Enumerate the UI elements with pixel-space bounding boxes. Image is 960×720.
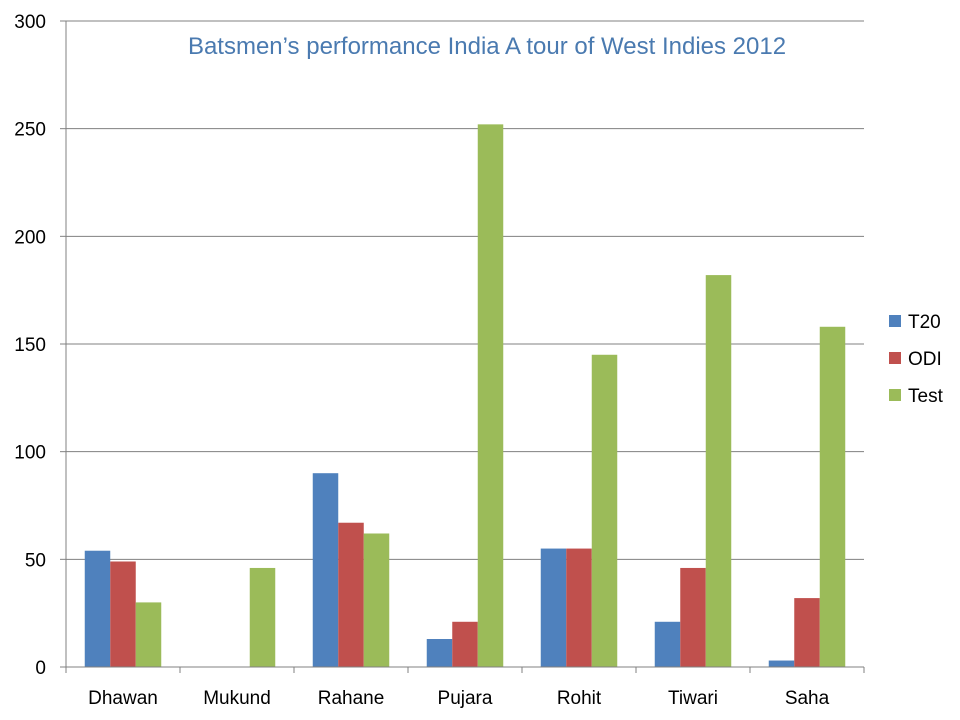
bar-odi-saha [794,598,820,667]
bar-t20-tiwari [654,621,681,667]
bar-odi-rohit [566,548,592,667]
bar-odi-rahane [338,522,364,667]
category-label: Dhawan [88,688,158,709]
legend-swatch-odi [889,352,901,364]
y-tick-label: 50 [25,550,46,571]
bars [84,124,846,668]
bar-t20-dhawan [84,550,111,667]
bar-test-tiwari [705,275,732,667]
category-label: Tiwari [668,688,718,709]
y-tick-label: 0 [35,658,46,679]
legend-label-test: Test [908,386,944,407]
legend: T20 ODI Test [889,312,944,407]
y-tick-label: 250 [14,120,46,141]
category-label: Rohit [557,688,602,709]
bar-test-rahane [363,533,390,667]
bar-test-rohit [591,354,618,667]
legend-label-t20: T20 [908,312,941,333]
bar-test-saha [819,326,846,667]
category-label: Saha [785,688,830,709]
bar-test-mukund [249,567,276,667]
legend-swatch-test [889,389,901,401]
category-label: Rahane [318,688,385,709]
y-tick-label: 300 [14,12,46,33]
legend-swatch-t20 [889,315,901,327]
chart-title: Batsmen’s performance India A tour of We… [188,33,786,60]
bar-t20-saha [768,660,795,667]
bar-test-pujara [477,124,504,668]
y-tick-labels: 0 50 100 150 200 250 300 [14,12,66,679]
bar-odi-dhawan [110,561,136,667]
gridlines [66,20,864,560]
bar-test-dhawan [135,602,162,667]
axes [65,21,865,673]
bar-t20-rahane [312,473,339,667]
y-tick-label: 150 [14,335,46,356]
legend-label-odi: ODI [908,349,942,370]
bar-odi-pujara [452,621,478,667]
bar-odi-tiwari [680,567,706,667]
y-tick-label: 200 [14,227,46,248]
bar-t20-pujara [426,639,453,667]
bar-t20-rohit [540,548,567,667]
category-label: Pujara [438,688,493,709]
category-label: Mukund [203,688,271,709]
y-tick-label: 100 [14,443,46,464]
category-labels: Dhawan Mukund Rahane Pujara Rohit Tiwari Saha [88,688,829,709]
